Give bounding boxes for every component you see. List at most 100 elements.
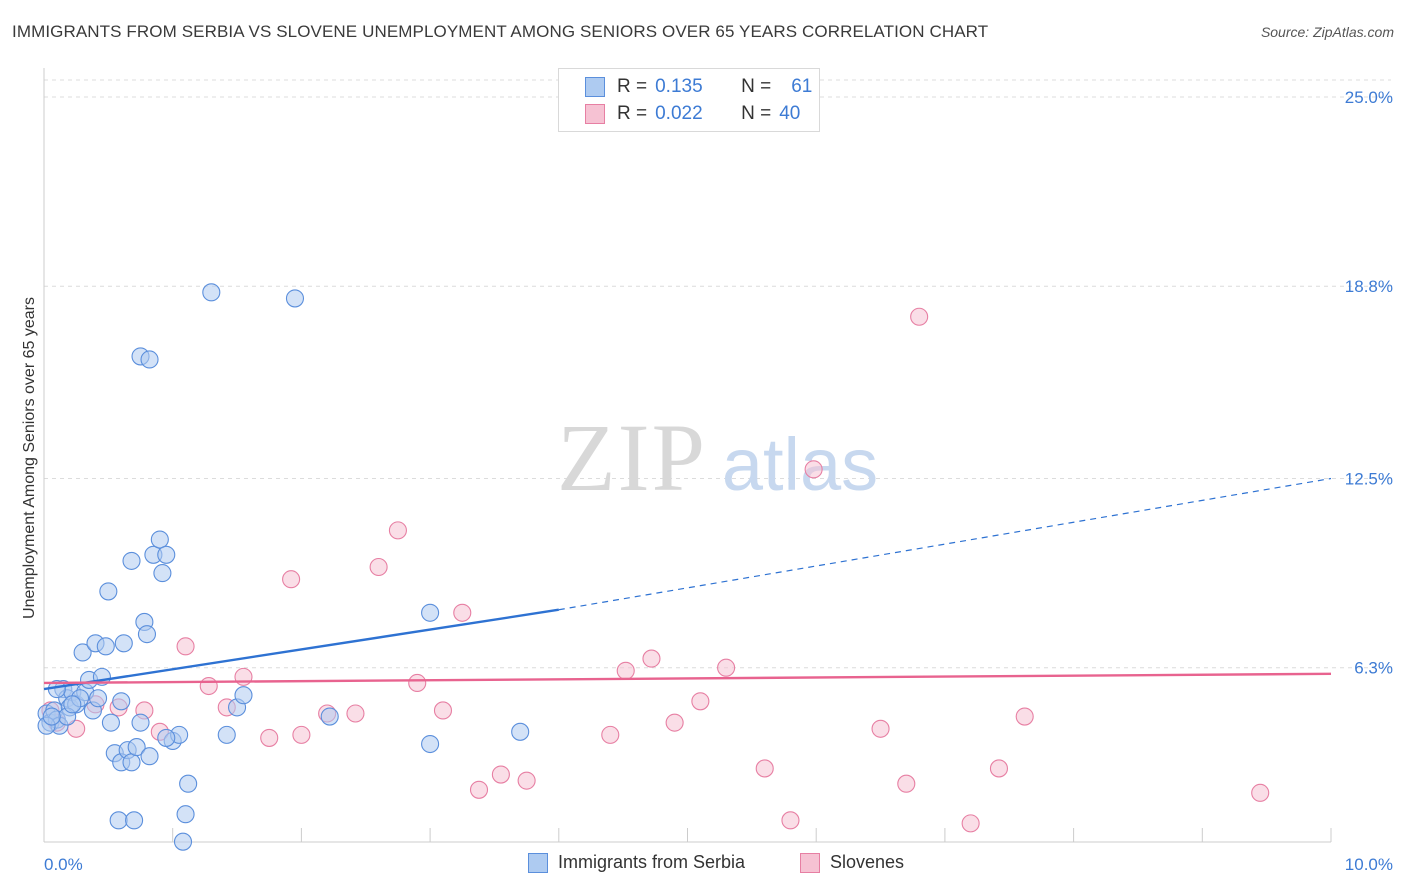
serbia-point — [140, 350, 159, 369]
slovenes-point — [369, 557, 388, 577]
slovenes-point — [691, 692, 710, 711]
legend-row-slovenes: R = 0.022 N = 40 — [585, 101, 800, 127]
slovenes-point — [616, 661, 635, 680]
slovenes-point — [388, 521, 407, 540]
slovenes-point — [717, 658, 736, 677]
slovenes-trend-line — [43, 672, 1332, 685]
serbia-point — [157, 728, 176, 747]
legend-swatch-pink — [585, 104, 605, 124]
legend-swatch-pink — [800, 852, 820, 873]
tick-labels: 6.3% 12.5% 18.8% 25.0% 0.0% 10.0% — [44, 88, 1393, 874]
source-credit: Source: ZipAtlas.com — [1260, 24, 1394, 40]
n-label: N = — [741, 103, 772, 124]
slovenes-point — [910, 307, 929, 326]
serbia-point — [150, 530, 169, 549]
serbia-point — [131, 713, 150, 732]
trend-lines — [43, 477, 1332, 691]
serbia-point — [320, 707, 339, 726]
slovenes-point — [897, 774, 916, 793]
y-tick-label: 6.3% — [1354, 659, 1393, 678]
serbia-point — [153, 564, 172, 583]
x-tick-label: 10.0% — [1345, 855, 1393, 874]
serbia-point — [234, 686, 253, 705]
slovenes-point — [469, 780, 489, 799]
slovenes-point — [804, 460, 823, 479]
serbia-point — [42, 707, 61, 726]
slovenes-point — [601, 725, 620, 744]
serbia-point — [109, 811, 128, 830]
series-slovenes — [41, 307, 1270, 833]
serbia-point — [421, 734, 440, 754]
correlation-legend: R = 0.135 N = 61 R = 0.022 N = 40 — [558, 68, 820, 132]
n-label: N = — [741, 76, 772, 97]
slovenes-point — [755, 759, 774, 778]
slovenes-point — [1251, 783, 1270, 802]
serbia-point — [157, 545, 176, 564]
serbia-point — [114, 634, 133, 653]
serbia-trend-line — [43, 608, 559, 691]
serbia-trend-extension — [558, 477, 1332, 611]
slovenes-point — [517, 771, 536, 790]
watermark-zip: ZIP — [557, 404, 707, 511]
serbia-point — [99, 582, 118, 601]
legend-item-serbia[interactable]: Immigrants from Serbia — [528, 852, 745, 873]
serbia-point — [122, 551, 141, 570]
legend-swatch-blue — [585, 77, 605, 97]
slovenes-point — [1015, 707, 1034, 726]
slovenes-point — [491, 765, 510, 784]
legend-swatch-blue — [528, 852, 548, 873]
slovenes-point — [260, 728, 279, 747]
r-label: R = — [617, 103, 648, 124]
legend-item-slovenes[interactable]: Slovenes — [800, 852, 904, 873]
serbia-point — [137, 625, 157, 644]
slovenes-point — [408, 673, 427, 693]
slovenes-point — [234, 667, 253, 686]
series-immigrants-from-serbia — [37, 283, 530, 851]
slovenes-point — [961, 814, 980, 833]
slovenes-point — [989, 759, 1009, 778]
y-tick-label: 25.0% — [1345, 88, 1393, 107]
serbia-point — [73, 643, 92, 662]
serbia-point — [511, 722, 530, 741]
serbia-point — [202, 283, 221, 302]
slovenes-point — [346, 704, 365, 723]
serbia-point — [173, 832, 193, 851]
serbia-point — [217, 725, 236, 744]
slovenes-point — [642, 649, 661, 668]
serbia-point — [176, 805, 195, 824]
x-tick-label: 0.0% — [44, 855, 83, 874]
slovenes-point — [665, 713, 684, 732]
slovenes-point — [282, 570, 301, 589]
watermark: ZIP atlas — [557, 404, 878, 511]
y-tick-label: 12.5% — [1345, 470, 1393, 489]
serbia-point — [285, 289, 305, 308]
series-legend: Immigrants from Serbia Slovenes — [0, 852, 1406, 878]
legend-row-serbia: R = 0.135 N = 61 — [585, 74, 812, 100]
slovenes-point — [453, 603, 472, 622]
legend-label-serbia: Immigrants from Serbia — [558, 852, 746, 872]
slovenes-point — [781, 811, 800, 830]
serbia-point — [140, 747, 159, 766]
watermark-atlas: atlas — [722, 423, 878, 506]
serbia-point — [122, 753, 141, 772]
serbia-point — [179, 774, 198, 793]
r-value-slovenes: 0.022 — [655, 103, 703, 124]
serbia-point — [112, 692, 131, 711]
chart-title: IMMIGRANTS FROM SERBIA VS SLOVENE UNEMPL… — [12, 22, 989, 41]
serbia-point — [96, 637, 115, 656]
gridlines — [44, 79, 1391, 669]
y-tick-label: 18.8% — [1345, 277, 1393, 296]
n-value-slovenes: 40 — [779, 103, 801, 124]
serbia-point — [125, 811, 144, 830]
serbia-point — [421, 603, 440, 622]
r-label: R = — [617, 76, 648, 97]
slovenes-point — [433, 701, 453, 720]
slovenes-point — [871, 719, 890, 738]
slovenes-point — [199, 676, 218, 696]
legend-label-slovenes: Slovenes — [830, 852, 905, 872]
n-value-serbia: 61 — [791, 76, 813, 97]
serbia-point — [89, 689, 108, 708]
serbia-point — [101, 713, 120, 732]
r-value-serbia: 0.135 — [655, 76, 703, 97]
